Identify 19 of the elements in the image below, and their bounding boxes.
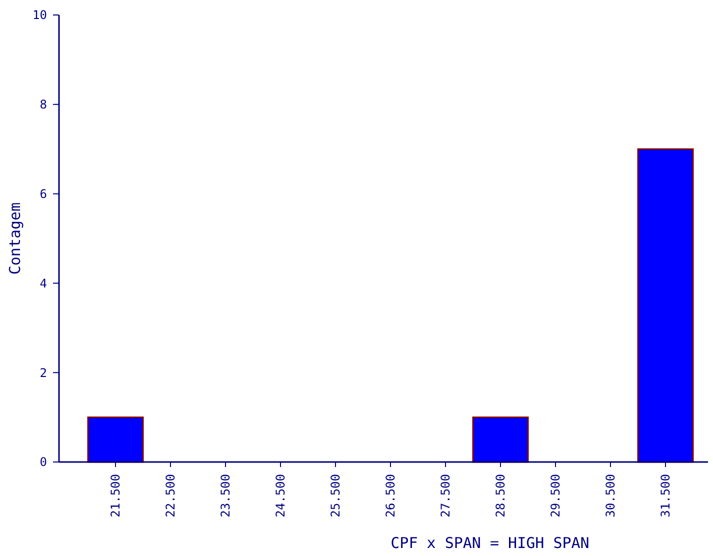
x-tick-label: 21.500 [108, 474, 123, 518]
x-tick-label: 29.500 [548, 474, 563, 518]
y-axis-title: Contagem [6, 202, 24, 275]
y-tick-label: 6 [40, 187, 47, 201]
x-tick-label: 28.500 [494, 474, 508, 518]
x-tick-label: 30.500 [604, 474, 618, 518]
x-tick-label: 27.500 [438, 474, 453, 518]
y-tick-label: 0 [40, 455, 47, 470]
x-tick-label: 24.500 [274, 474, 288, 518]
x-tick-label: 31.500 [658, 474, 673, 518]
x-axis-title: CPF x SPAN = HIGH SPAN [390, 534, 590, 552]
x-tick-label: 25.500 [328, 474, 343, 518]
x-tick-label: 23.500 [218, 474, 233, 518]
y-tick-label: 10 [32, 8, 47, 22]
x-tick-label: 22.500 [164, 474, 178, 518]
y-tick-label: 4 [40, 276, 47, 290]
y-tick-label: 8 [40, 98, 47, 112]
x-tick-label: 26.500 [384, 474, 398, 518]
y-tick-label: 2 [40, 366, 47, 380]
